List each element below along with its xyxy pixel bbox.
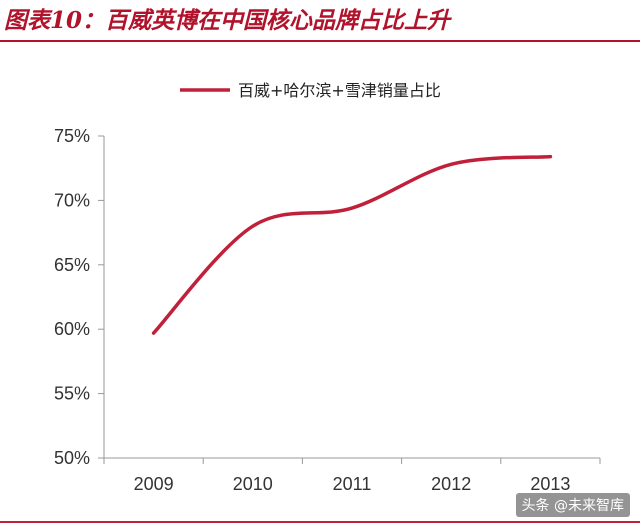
- y-tick-label: 70%: [54, 190, 90, 210]
- y-tick-label: 55%: [54, 384, 90, 404]
- data-point: [548, 155, 552, 159]
- bottom-rule: [0, 521, 640, 523]
- data-point: [350, 206, 354, 210]
- y-tick-label: 60%: [54, 319, 90, 339]
- legend-label: 百威+哈尔滨+雪津销量占比: [238, 81, 441, 100]
- data-point: [152, 331, 156, 335]
- title-rule: [0, 40, 640, 42]
- series-group: [151, 154, 553, 335]
- y-axis-ticks: 50% 55% 60% 65% 70% 75%: [54, 126, 104, 468]
- legend: 百威+哈尔滨+雪津销量占比: [180, 81, 441, 100]
- y-tick-label: 75%: [54, 126, 90, 146]
- x-tick-label: 2012: [431, 474, 471, 494]
- x-tick-label: 2011: [333, 474, 372, 494]
- x-tick-label: 2009: [134, 474, 174, 494]
- y-tick-label: 50%: [54, 448, 90, 468]
- figure-title: 图表10：百威英博在中国核心品牌占比上升: [4, 7, 451, 34]
- data-point: [251, 224, 255, 228]
- y-tick-label: 65%: [54, 255, 90, 275]
- series-line: [151, 154, 553, 335]
- watermark: 头条 @未来智库: [515, 493, 630, 517]
- title-bar: 图表10：百威英博在中国核心品牌占比上升: [0, 0, 640, 40]
- axes: [103, 136, 600, 459]
- x-axis-ticks: 2009 2010 2011 2012 2013: [103, 458, 601, 494]
- x-tick-label: 2010: [233, 474, 273, 494]
- data-point: [449, 162, 453, 166]
- x-tick-label: 2013: [530, 474, 570, 494]
